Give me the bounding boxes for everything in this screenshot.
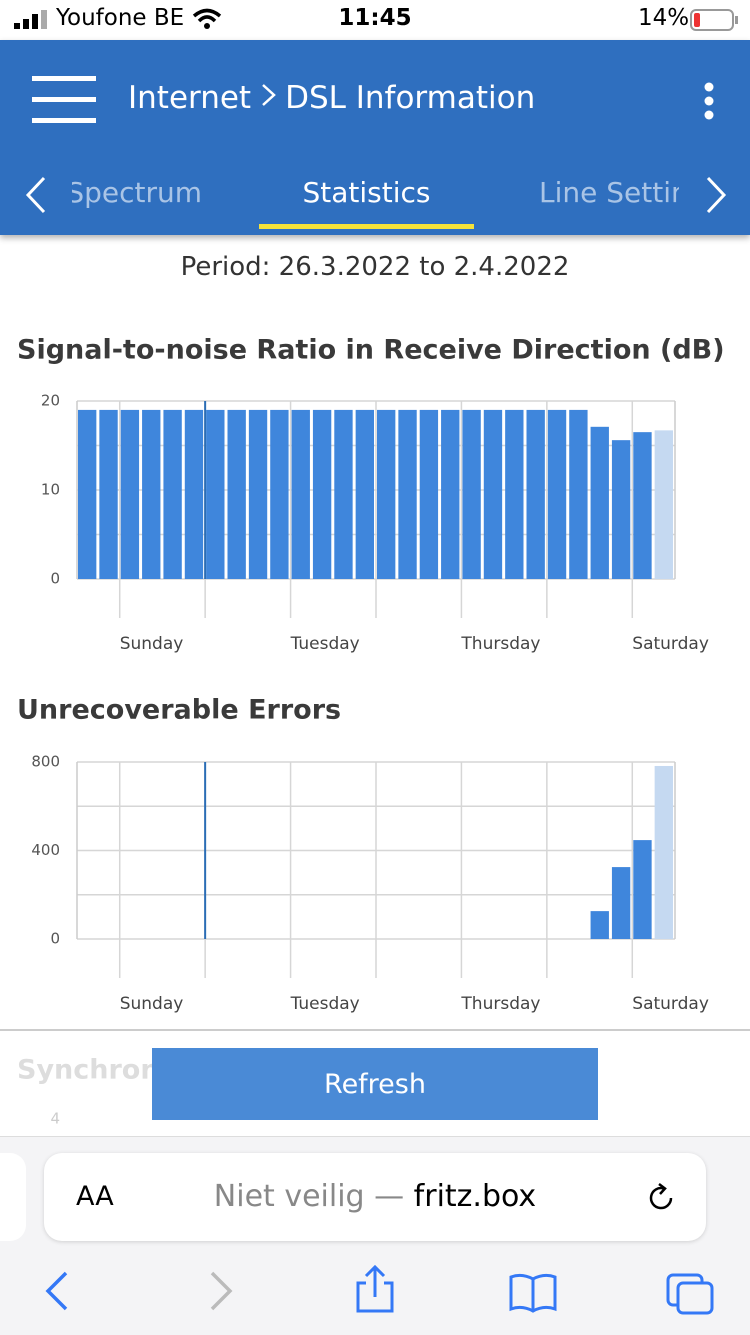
period: Period: 26.3.2022 to 2.4.2022 [180, 252, 570, 282]
bar [206, 409, 225, 579]
chart-title: Unrecoverable Errors [17, 695, 341, 726]
browser-toolbar: AA Niet veilig — fritz.box [0, 1136, 750, 1335]
status-bar: Youfone BE 11:45 14% [0, 0, 750, 40]
reload-button[interactable] [644, 1181, 678, 1215]
battery-percent: 14% [638, 5, 690, 31]
forward-button[interactable] [210, 1271, 233, 1311]
more-button[interactable] [702, 82, 716, 120]
bar [462, 409, 481, 579]
tab-active[interactable]: Statistics [302, 176, 431, 209]
address-bar[interactable]: AA Niet veilig — fritz.box [44, 1153, 706, 1241]
x-tick-label: Saturday [632, 634, 709, 654]
bar [312, 409, 332, 579]
menu-button[interactable] [32, 76, 96, 124]
y-tick-label: 0 [50, 930, 60, 948]
carrier: Youfone BE [56, 5, 185, 31]
bar [441, 409, 460, 579]
bar [291, 409, 310, 579]
x-tick-label: Sunday [120, 634, 184, 654]
bookmarks-button[interactable] [509, 1273, 557, 1313]
back-button[interactable] [45, 1271, 68, 1311]
y-tick-label: 20 [41, 392, 60, 410]
tab[interactable]: Spectrum [72, 176, 202, 209]
signal-icon [14, 10, 47, 29]
bar [227, 409, 246, 579]
bar [590, 911, 609, 939]
tab-prev[interactable] [24, 176, 48, 214]
bar [120, 409, 140, 579]
bar [355, 409, 374, 579]
bar [547, 409, 567, 579]
clock: 11:45 [338, 5, 412, 31]
y-tick-label: 400 [31, 841, 60, 859]
bar [248, 409, 268, 579]
x-tick-label: Sunday [120, 994, 184, 1014]
bar [654, 765, 673, 939]
share-button[interactable] [356, 1264, 394, 1313]
bar [334, 409, 353, 579]
bar [270, 409, 289, 579]
tab-indicator [259, 224, 474, 229]
bar [419, 409, 439, 579]
y-tick-label: 800 [31, 753, 60, 771]
refresh-button[interactable]: Refresh [152, 1048, 598, 1120]
chevron [262, 84, 276, 106]
app-header: Internet DSL Information Spectrum Statist… [0, 40, 750, 235]
wifi-icon [192, 8, 222, 29]
section-title: Synchroni [17, 1055, 169, 1086]
bar [184, 409, 204, 579]
bar [163, 409, 182, 579]
y-tick-label: 0 [50, 570, 60, 588]
bar [505, 409, 524, 579]
tab-next[interactable] [704, 176, 728, 214]
bar [611, 867, 631, 939]
bar [99, 409, 118, 579]
text-size-button[interactable]: AA [76, 1181, 114, 1212]
page-title: DSL Information [285, 80, 536, 116]
domain: fritz.box [413, 1179, 537, 1214]
x-tick-label: Thursday [460, 994, 540, 1014]
y-tick-label: 4 [50, 1110, 60, 1128]
bar [633, 840, 652, 939]
chart-title: Signal-to-noise Ratio in Receive Directi… [17, 335, 725, 366]
breadcrumb: Internet DSL Information [128, 80, 535, 116]
x-tick-label: Thursday [460, 634, 540, 654]
security: Niet veilig — [213, 1179, 405, 1214]
tabs-button[interactable] [666, 1273, 714, 1315]
y-tick-label: 10 [41, 481, 60, 499]
charts: Synchroni 4 Signal-to-noise Ratio in Rec… [0, 335, 750, 1128]
bar [569, 409, 588, 579]
bar [483, 409, 503, 579]
bar [78, 409, 97, 579]
tab[interactable]: Line Settin [539, 176, 679, 209]
bar [654, 430, 673, 579]
bar [526, 409, 545, 579]
bar [142, 409, 161, 579]
prev-tab-card [0, 1153, 26, 1241]
bar [611, 440, 631, 579]
x-tick-label: Saturday [632, 994, 709, 1014]
x-tick-label: Tuesday [290, 634, 360, 654]
crumb[interactable]: Internet [128, 80, 252, 116]
battery-icon [690, 9, 738, 31]
nav-icons [45, 1264, 714, 1315]
bar [377, 409, 396, 579]
bar [590, 426, 609, 579]
bar [633, 432, 652, 579]
x-tick-label: Tuesday [290, 994, 360, 1014]
bar [398, 409, 417, 579]
url: Niet veilig — fritz.box [44, 1179, 706, 1214]
